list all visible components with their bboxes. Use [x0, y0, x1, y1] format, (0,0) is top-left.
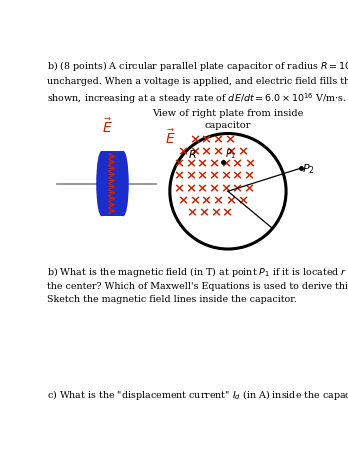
Text: ×: ×	[189, 194, 200, 207]
Text: ×: ×	[201, 133, 212, 146]
Text: ×: ×	[212, 145, 223, 157]
Text: ×: ×	[232, 157, 243, 170]
Text: ×: ×	[174, 169, 185, 182]
Text: ×: ×	[224, 133, 235, 146]
Text: ×: ×	[189, 145, 200, 157]
Text: $P_2$: $P_2$	[302, 162, 315, 176]
Text: ×: ×	[208, 157, 220, 170]
Text: ×: ×	[212, 133, 223, 146]
Text: $\vec{E}$: $\vec{E}$	[165, 128, 176, 146]
Text: ×: ×	[174, 181, 185, 195]
Text: $\vec{E}$: $\vec{E}$	[102, 117, 112, 136]
Text: ×: ×	[201, 194, 212, 207]
Text: ×: ×	[220, 181, 231, 195]
Ellipse shape	[96, 151, 107, 217]
Text: ×: ×	[198, 206, 209, 219]
Text: ×: ×	[197, 181, 208, 195]
Text: b) (8 points) A circular parallel plate capacitor of radius $R = 10.0$ cm is ini: b) (8 points) A circular parallel plate …	[47, 59, 348, 106]
Text: ×: ×	[243, 181, 254, 195]
Text: ×: ×	[220, 169, 231, 182]
Text: ×: ×	[177, 194, 189, 207]
Text: ×: ×	[197, 157, 208, 170]
Text: ×: ×	[208, 181, 220, 195]
Text: ×: ×	[232, 169, 243, 182]
Text: ×: ×	[174, 157, 185, 170]
Text: ×: ×	[185, 157, 196, 170]
Text: ×: ×	[243, 169, 254, 182]
FancyBboxPatch shape	[102, 151, 123, 217]
Text: ×: ×	[185, 181, 196, 195]
Ellipse shape	[118, 151, 129, 217]
Text: ×: ×	[226, 145, 237, 157]
Text: $R$: $R$	[188, 147, 197, 159]
Text: ×: ×	[208, 169, 220, 182]
Text: ×: ×	[212, 194, 223, 207]
Text: ×: ×	[210, 206, 221, 219]
Text: ×: ×	[185, 169, 196, 182]
Text: ×: ×	[201, 145, 212, 157]
Text: View of right plate from inside
capacitor: View of right plate from inside capacito…	[152, 109, 304, 129]
Text: ×: ×	[222, 206, 233, 219]
Text: $P_1$: $P_1$	[225, 147, 236, 161]
Text: ×: ×	[177, 145, 189, 157]
Text: ×: ×	[187, 206, 198, 219]
Text: ×: ×	[244, 157, 255, 170]
Text: ×: ×	[197, 169, 208, 182]
Text: ×: ×	[237, 194, 248, 207]
Text: b) What is the magnetic field (in T) at point $P_1$ if it is located $r = 7.0$ c: b) What is the magnetic field (in T) at …	[47, 264, 348, 304]
Text: ×: ×	[232, 181, 243, 195]
Text: c) What is the "displacement current" $I_d$ (in A) inside the capacitor?: c) What is the "displacement current" $I…	[47, 387, 348, 401]
Text: ×: ×	[220, 157, 231, 170]
Text: ×: ×	[189, 133, 200, 146]
Text: ×: ×	[237, 145, 248, 157]
Text: ×: ×	[226, 194, 237, 207]
